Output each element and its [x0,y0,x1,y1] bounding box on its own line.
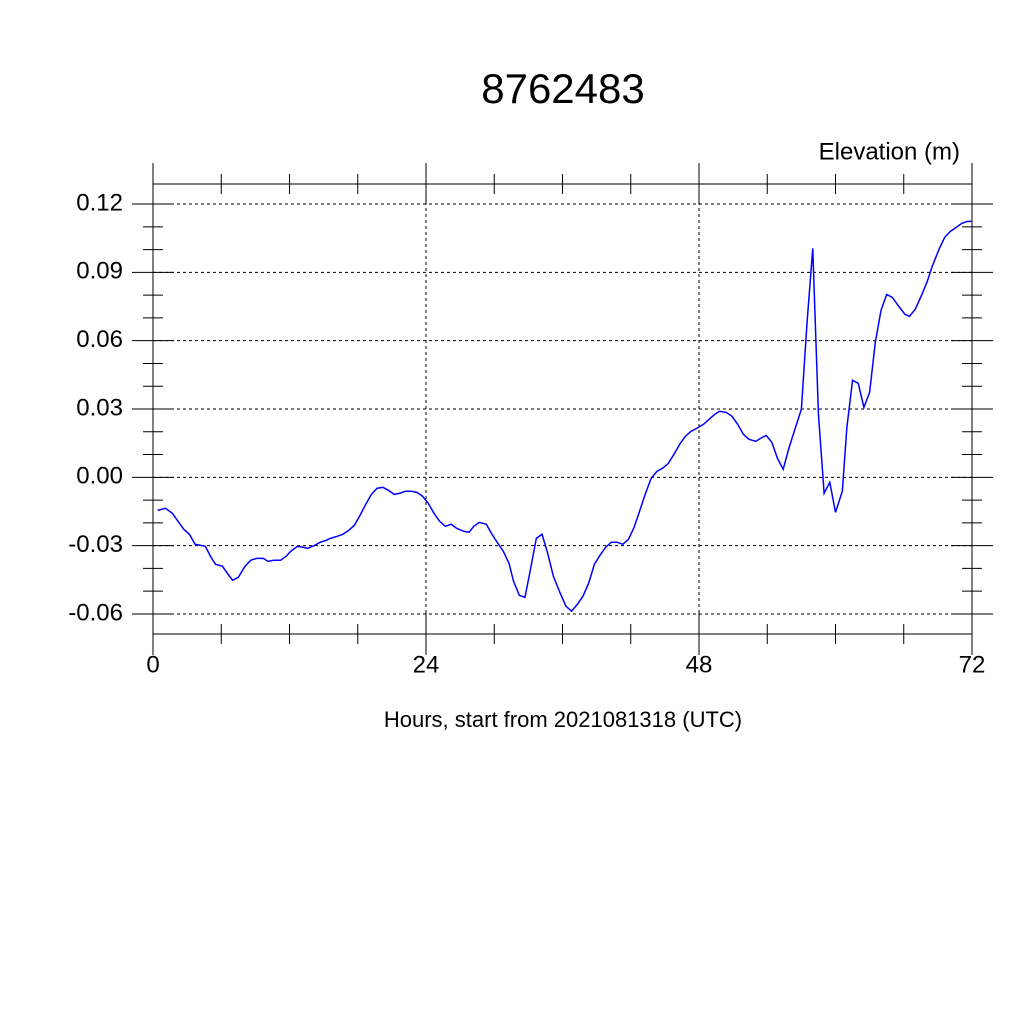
y-tick-label: 0.12 [76,189,123,216]
x-tick-label: 24 [413,651,440,678]
x-axis-label: Hours, start from 2021081318 (UTC) [384,707,742,732]
y-tick-label: 0.09 [76,258,123,285]
chart-subtitle: Elevation (m) [819,138,960,165]
x-tick-label: 0 [146,651,159,678]
x-tick-label: 48 [686,651,713,678]
y-tick-label: 0.03 [76,394,123,421]
y-tick-label: 0.06 [76,326,123,353]
chart-title: 8762483 [481,65,645,112]
y-tick-label: -0.06 [68,599,123,626]
x-tick-label: 72 [959,651,986,678]
y-tick-label: -0.03 [68,531,123,558]
data-line [157,220,972,613]
y-tick-label: 0.00 [76,463,123,490]
